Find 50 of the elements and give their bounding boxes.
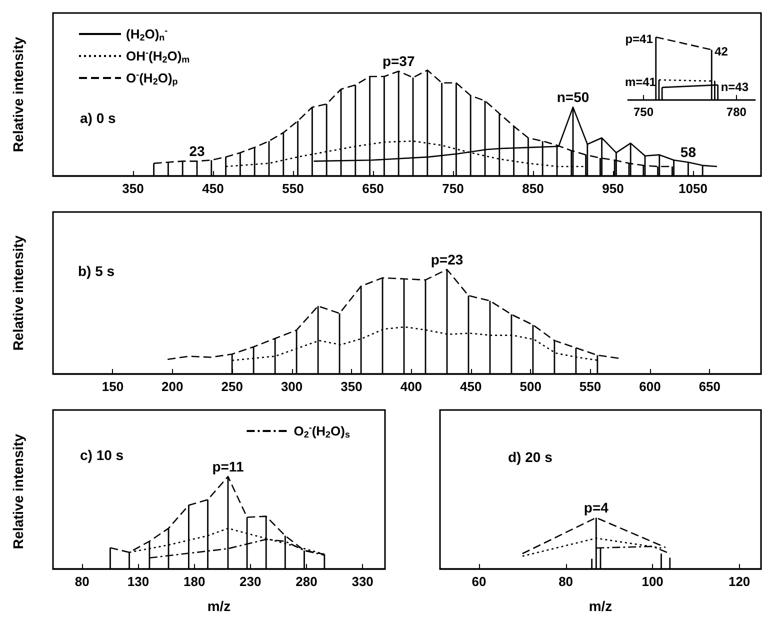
x-tick-label: 280 [296,574,318,589]
x-tick-label: 230 [240,574,262,589]
annotation: 23 [189,143,205,160]
annotation: p=11 [212,458,244,475]
x-tick-label: 500 [520,379,542,394]
x-tick-label: 950 [602,181,624,196]
x-tick-label: 80 [558,574,574,589]
annotation: p=4 [584,500,609,516]
x-tick-label: 300 [280,379,303,394]
x-tick-label: 550 [282,181,304,196]
annotation: n=43 [720,80,749,94]
y-axis-title: Relative intensity [10,36,26,152]
text: a) 0 s [80,110,116,126]
y-axis-title: Relative intensity [10,235,26,351]
x-tick-label: 750 [633,105,654,119]
x-tick-label: 330 [352,574,374,589]
x-tick-label: 350 [340,379,362,394]
annotation: 58 [680,144,696,160]
chart-title: c) 10 s [80,447,124,463]
x-tick-label: 120 [728,574,750,589]
annotation: n=50 [556,89,590,106]
x-tick-label: 400 [400,379,422,394]
x-tick-label: 650 [698,379,721,394]
x-tick-label: 550 [579,379,602,394]
x-tick-label: 650 [362,181,384,196]
x-tick-label: 250 [221,379,243,394]
x-tick-label: 750 [442,181,464,196]
x-tick-label: 60 [472,574,486,589]
annotation: p=23 [430,251,464,268]
chart-title: d) 20 s [508,449,553,465]
x-tick-label: 150 [102,379,124,394]
x-tick-label: 100 [642,574,664,589]
x-tick-label: 450 [460,379,482,394]
annotation: p=41 [625,32,654,46]
x-tick-label: 80 [74,574,90,589]
x-tick-label: 850 [522,181,544,196]
x-tick-label: 350 [122,181,144,196]
annotation: 42 [714,44,728,59]
x-tick-label: 200 [162,379,184,394]
x-tick-label: 180 [183,574,206,589]
annotation: p=37 [382,53,415,70]
chart-title: b) 5 s [78,263,115,279]
x-tick-label: 450 [202,181,224,196]
x-axis-title: m/z [207,598,231,614]
x-axis-title: m/z [588,598,612,614]
x-tick-label: 130 [127,574,150,589]
y-axis-title: Relative intensity [10,434,26,550]
x-tick-label: 780 [726,105,747,119]
x-tick-label: 600 [639,379,661,394]
x-tick-label: 1050 [678,181,708,196]
